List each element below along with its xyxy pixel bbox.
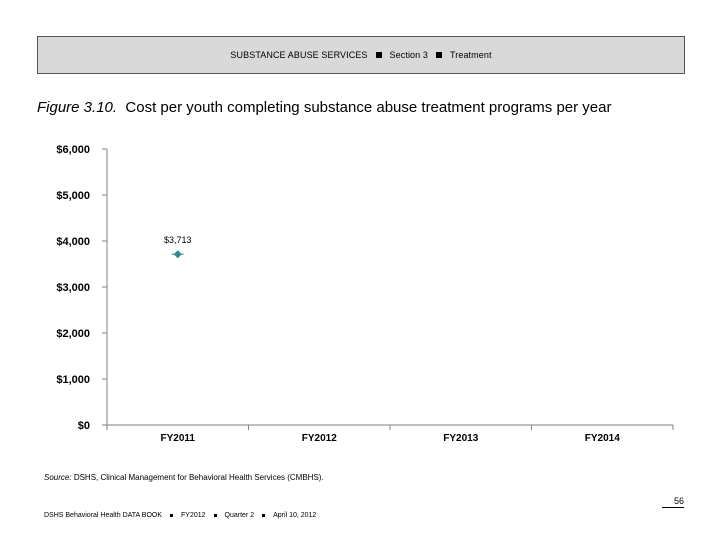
footer-quarter: Quarter 2 <box>224 512 255 519</box>
y-tick-label: $0 <box>78 420 90 432</box>
y-tick-label: $3,000 <box>56 282 90 294</box>
footer-date: April 10, 2012 <box>273 512 317 519</box>
bullet-square-icon <box>213 514 217 517</box>
subsection-name: Treatment <box>449 50 492 60</box>
x-tick-label: FY2011 <box>161 433 196 444</box>
page-number: 56 <box>662 496 684 508</box>
bullet-square-icon <box>262 514 266 517</box>
y-tick-label: $6,000 <box>56 144 90 156</box>
figure-number: Figure 3.10. <box>37 99 118 116</box>
footer: DSHS Behavioral Health DATA BOOK FY2012 … <box>44 512 316 519</box>
bullet-square-icon <box>435 52 442 58</box>
section-number: Section 3 <box>389 50 428 60</box>
y-tick-label: $1,000 <box>56 374 90 386</box>
y-axis: $0 $1,000 $2,000 $3,000 $4,000 $5,000 $6,000 <box>56 144 108 432</box>
source-text: DSHS, Clinical Management for Behavioral… <box>73 473 324 482</box>
section-name: SUBSTANCE ABUSE SERVICES <box>230 50 368 60</box>
bullet-square-icon <box>375 52 382 58</box>
bullet-square-icon <box>170 514 174 517</box>
figure-caption: Cost per youth completing substance abus… <box>125 99 612 116</box>
x-tick-label: FY2013 <box>443 433 478 444</box>
data-label: $3,713 <box>164 235 192 245</box>
source-note: Source: DSHS, Clinical Management for Be… <box>44 473 324 482</box>
y-tick-label: $5,000 <box>56 190 90 202</box>
section-header: SUBSTANCE ABUSE SERVICES Section 3 Treat… <box>37 36 685 74</box>
source-label: Source: <box>44 473 72 482</box>
x-tick-label: FY2012 <box>302 433 337 444</box>
figure-title: Figure 3.10. Cost per youth completing s… <box>37 99 717 116</box>
footer-year: FY2012 <box>181 512 206 519</box>
y-tick-label: $2,000 <box>56 328 90 340</box>
x-tick-label: FY2014 <box>585 433 620 444</box>
x-axis: FY2011 FY2012 FY2013 FY2014 <box>106 424 674 444</box>
y-tick-label: $4,000 <box>56 236 90 248</box>
data-series: $3,713 <box>164 235 192 259</box>
footer-book: DSHS Behavioral Health DATA BOOK <box>44 512 163 519</box>
